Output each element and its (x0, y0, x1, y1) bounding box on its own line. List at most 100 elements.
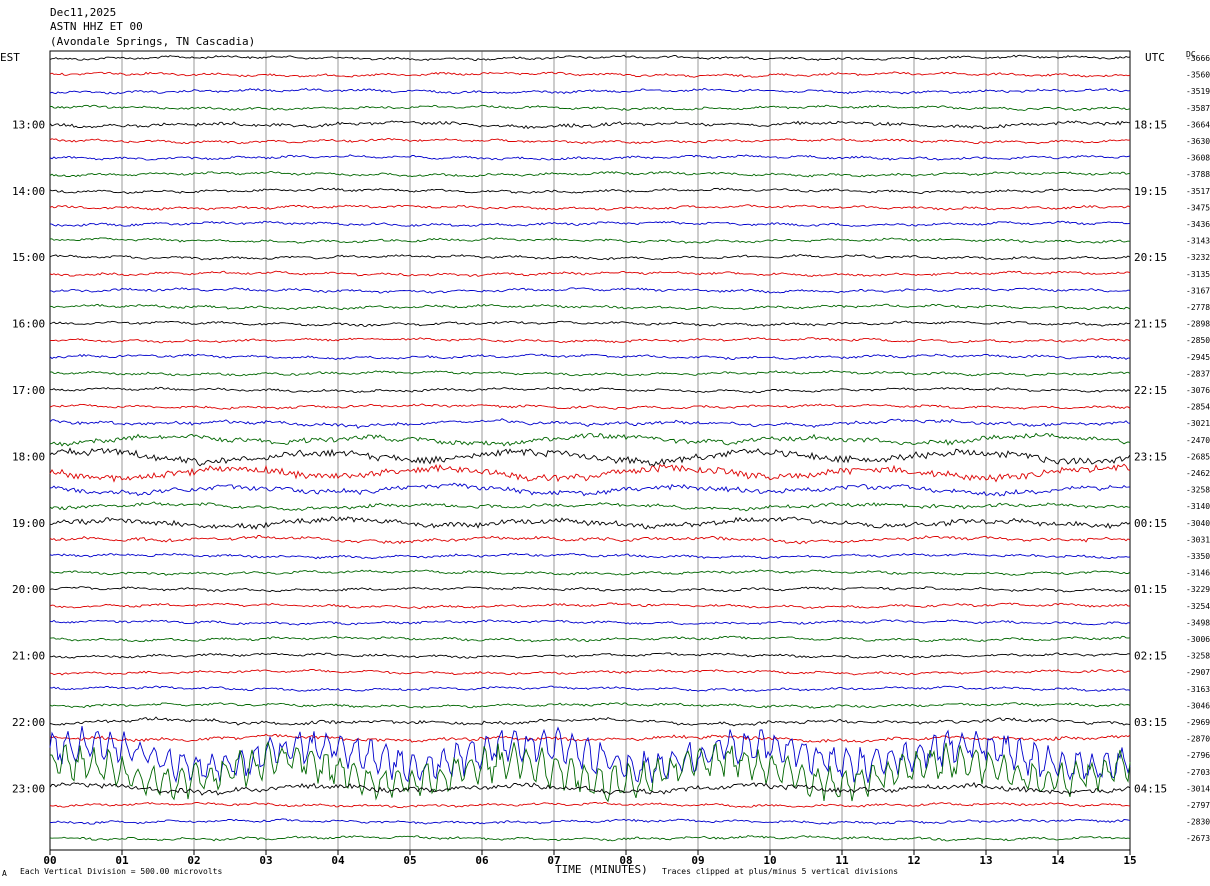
trace-line (49, 619, 1131, 626)
dc-offset-label: -2797 (1186, 801, 1210, 810)
trace-line (49, 552, 1131, 560)
trace-line (49, 740, 1131, 803)
trace-line (49, 447, 1131, 467)
est-hour-labels: 13:00 14:00 15:00 16:00 17:00 18:00 19:00 20:00… (12, 118, 45, 795)
dc-offset-label: -3076 (1186, 386, 1210, 395)
utc-hour-label: 00:15 (1134, 517, 1167, 530)
trace-line (49, 716, 1131, 727)
trace-line (49, 669, 1131, 676)
dc-offset-label: -2870 (1186, 735, 1210, 744)
trace-line (49, 171, 1131, 178)
header-location: (Avondale Springs, TN Cascadia) (50, 35, 255, 48)
utc-hour-label: 23:15 (1134, 450, 1167, 463)
dc-offset-label: -3630 (1186, 137, 1210, 146)
trace-line (49, 386, 1131, 394)
utc-hour-label: 19:15 (1134, 185, 1167, 198)
dc-offset-label: -2907 (1186, 668, 1210, 677)
trace-line (49, 204, 1131, 211)
dc-offset-label: -2969 (1186, 718, 1210, 727)
trace-line (49, 463, 1131, 483)
dc-offset-labels: -3666 -3560 -3519 -3587 -3664 -3630 -3608 -3788… (1186, 54, 1210, 843)
dc-offset-label: -3006 (1186, 635, 1210, 644)
trace-line (49, 818, 1131, 825)
station-header: Dec11,2025 ASTN HHZ ET 00 (Avondale Spri… (50, 6, 255, 48)
axis-right-label: UTC (1145, 51, 1165, 64)
dc-offset-label: -3229 (1186, 585, 1210, 594)
dc-offset-label: -3135 (1186, 270, 1210, 279)
dc-offset-label: -3232 (1186, 253, 1210, 262)
dc-offset-label: -2830 (1186, 818, 1210, 827)
trace-line (49, 726, 1131, 784)
trace-line (49, 501, 1131, 512)
trace-line (49, 154, 1131, 161)
utc-hour-label: 22:15 (1134, 384, 1167, 397)
dc-offset-label: -3014 (1186, 784, 1210, 793)
x-tick-label: 02 (187, 854, 200, 867)
dc-offset-label: -2470 (1186, 436, 1210, 445)
dc-offset-label: -3608 (1186, 154, 1210, 163)
utc-hour-label: 21:15 (1134, 318, 1167, 331)
est-hour-label: 19:00 (12, 517, 45, 530)
trace-line (49, 781, 1131, 796)
trace-line (49, 403, 1131, 410)
trace-line (49, 320, 1131, 327)
header-station: ASTN HHZ ET 00 (50, 20, 143, 33)
trace-line (49, 303, 1131, 311)
utc-hour-label: 02:15 (1134, 650, 1167, 663)
trace-line (49, 237, 1131, 244)
x-tick-label: 04 (331, 854, 345, 867)
x-tick-label: 10 (763, 854, 776, 867)
dc-offset-label: -3664 (1186, 120, 1210, 129)
x-tick-label: 06 (475, 854, 489, 867)
trace-line (49, 685, 1131, 692)
est-hour-label: 17:00 (12, 384, 45, 397)
plot-frame (49, 50, 1131, 851)
x-tick-label: 01 (115, 854, 129, 867)
dc-offset-label: -2898 (1186, 320, 1210, 329)
trace-line (49, 733, 1131, 743)
est-hour-label: 21:00 (12, 650, 45, 663)
trace-line (49, 187, 1131, 195)
trace-line (49, 220, 1131, 227)
seismic-traces (49, 54, 1131, 842)
utc-hour-label: 01:15 (1134, 583, 1167, 596)
dc-offset-label: -3475 (1186, 203, 1210, 212)
x-tick-label: 07 (547, 854, 560, 867)
utc-hour-label: 03:15 (1134, 716, 1167, 729)
trace-line (49, 337, 1131, 344)
plot-grid (49, 50, 1131, 851)
dc-offset-label: -3350 (1186, 552, 1210, 561)
dc-offset-label: -3143 (1186, 237, 1210, 246)
dc-offset-label: -2854 (1186, 403, 1210, 412)
x-tick-label: 14 (1051, 854, 1065, 867)
trace-line (49, 270, 1131, 278)
dc-offset-label: -3021 (1186, 419, 1210, 428)
dc-offset-label: -3254 (1186, 602, 1210, 611)
dc-offset-label: -2673 (1186, 834, 1210, 843)
dc-offset-label: -3146 (1186, 569, 1210, 578)
est-hour-label: 14:00 (12, 185, 45, 198)
trace-line (50, 104, 1131, 111)
x-tick-label: 12 (907, 854, 920, 867)
dc-offset-label: -3666 (1186, 54, 1210, 63)
dc-offset-label: -3140 (1186, 502, 1210, 511)
est-hour-label: 18:00 (12, 450, 45, 463)
dc-offset-label: -3560 (1186, 71, 1210, 80)
utc-hour-label: 18:15 (1134, 118, 1167, 131)
dc-offset-label: -3587 (1186, 104, 1210, 113)
est-hour-label: 23:00 (12, 782, 45, 795)
dc-offset-label: -2796 (1186, 751, 1210, 760)
trace-line (50, 569, 1131, 576)
dc-offset-label: -3788 (1186, 170, 1210, 179)
est-hour-label: 20:00 (12, 583, 45, 596)
trace-line (49, 87, 1131, 95)
trace-line (49, 254, 1131, 261)
dc-offset-label: -2945 (1186, 353, 1210, 362)
plot-footer: A Each Vertical Division = 500.00 microv… (2, 863, 898, 878)
trace-line (49, 516, 1131, 530)
dc-offset-label: -3436 (1186, 220, 1210, 229)
dc-offset-label: -2850 (1186, 336, 1210, 345)
dc-offset-label: -2778 (1186, 303, 1210, 312)
axis-left-label: EST (0, 51, 20, 64)
dc-offset-label: -3517 (1186, 187, 1210, 196)
